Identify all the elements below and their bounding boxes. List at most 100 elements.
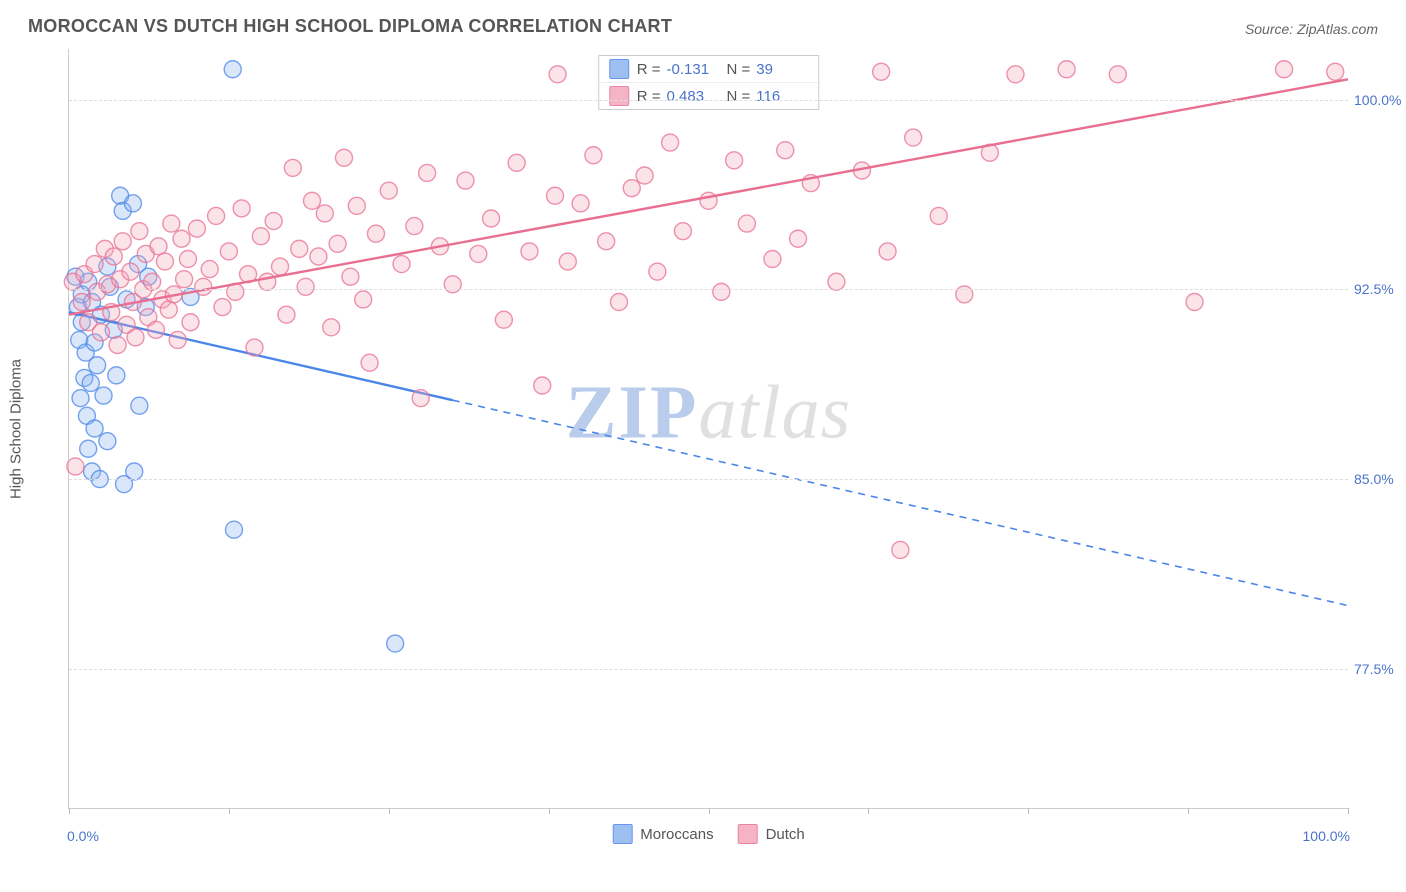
data-point-dutch [1058, 61, 1075, 78]
x-tick-mark [709, 808, 710, 814]
data-point-dutch [160, 301, 177, 318]
data-point-dutch [329, 235, 346, 252]
data-point-dutch [304, 192, 321, 209]
data-point-dutch [380, 182, 397, 199]
legend-stats-row-dutch: R = 0.483 N = 116 [599, 82, 819, 109]
data-point-dutch [521, 243, 538, 260]
data-point-dutch [1109, 66, 1126, 83]
data-point-dutch [495, 311, 512, 328]
data-point-dutch [610, 294, 627, 311]
data-point-dutch [534, 377, 551, 394]
data-point-dutch [662, 134, 679, 151]
swatch-dutch-icon [738, 824, 758, 844]
y-tick-label: 77.5% [1354, 661, 1406, 677]
data-point-moroccans [95, 387, 112, 404]
data-point-dutch [361, 354, 378, 371]
legend-label-moroccans: Moroccans [640, 826, 713, 843]
data-point-dutch [73, 294, 90, 311]
stat-label-n: N = [727, 88, 751, 105]
y-tick-label: 85.0% [1354, 471, 1406, 487]
data-point-dutch [585, 147, 602, 164]
data-point-dutch [214, 299, 231, 316]
data-point-dutch [828, 273, 845, 290]
stat-label-r: R = [637, 88, 661, 105]
x-tick-mark [1188, 808, 1189, 814]
data-point-dutch [316, 205, 333, 222]
data-point-dutch [173, 230, 190, 247]
data-point-dutch [156, 253, 173, 270]
data-point-dutch [114, 233, 131, 250]
data-point-dutch [220, 243, 237, 260]
y-tick-label: 100.0% [1354, 92, 1406, 108]
chart-title: MOROCCAN VS DUTCH HIGH SCHOOL DIPLOMA CO… [28, 16, 672, 37]
swatch-moroccans-icon [612, 824, 632, 844]
gridline [69, 669, 1348, 670]
data-point-dutch [246, 339, 263, 356]
chart-header: MOROCCAN VS DUTCH HIGH SCHOOL DIPLOMA CO… [0, 0, 1406, 43]
data-point-dutch [406, 218, 423, 235]
chart-source: Source: ZipAtlas.com [1245, 21, 1378, 37]
swatch-moroccans-icon [609, 59, 629, 79]
data-point-moroccans [225, 521, 242, 538]
data-point-moroccans [131, 397, 148, 414]
stat-label-n: N = [727, 61, 751, 78]
legend-stats-row-moroccans: R = -0.131 N = 39 [599, 56, 819, 82]
data-point-dutch [105, 248, 122, 265]
data-point-dutch [623, 180, 640, 197]
legend-stats: R = -0.131 N = 39 R = 0.483 N = 116 [598, 55, 820, 110]
data-point-dutch [1186, 294, 1203, 311]
data-point-dutch [348, 197, 365, 214]
stat-r-moroccans: -0.131 [667, 61, 719, 78]
data-point-dutch [92, 324, 109, 341]
data-point-moroccans [99, 433, 116, 450]
data-point-dutch [176, 271, 193, 288]
data-point-moroccans [82, 374, 99, 391]
legend-item-moroccans[interactable]: Moroccans [612, 824, 713, 844]
data-point-dutch [636, 167, 653, 184]
data-point-dutch [179, 250, 196, 267]
data-point-dutch [127, 329, 144, 346]
data-point-dutch [470, 245, 487, 262]
legend-series: Moroccans Dutch [612, 824, 805, 844]
data-point-dutch [182, 314, 199, 331]
data-point-dutch [278, 306, 295, 323]
plot-svg [69, 49, 1348, 808]
data-point-dutch [208, 207, 225, 224]
plot-area: ZIPatlas R = -0.131 N = 39 R = 0.483 N =… [68, 49, 1348, 809]
data-point-dutch [419, 164, 436, 181]
data-point-dutch [1327, 63, 1344, 80]
x-tick-mark [1348, 808, 1349, 814]
trend-line-dashed-moroccans [453, 400, 1348, 605]
data-point-dutch [873, 63, 890, 80]
data-point-dutch [549, 66, 566, 83]
x-tick-mark [868, 808, 869, 814]
data-point-moroccans [89, 357, 106, 374]
x-tick-mark [69, 808, 70, 814]
data-point-dutch [790, 230, 807, 247]
data-point-dutch [713, 283, 730, 300]
data-point-dutch [86, 256, 103, 273]
data-point-dutch [233, 200, 250, 217]
x-tick-mark [549, 808, 550, 814]
y-axis-label: High School Diploma [8, 359, 25, 499]
data-point-dutch [259, 273, 276, 290]
data-point-dutch [412, 390, 429, 407]
data-point-dutch [547, 187, 564, 204]
data-point-dutch [892, 541, 909, 558]
stat-r-dutch: 0.483 [667, 88, 719, 105]
data-point-dutch [367, 225, 384, 242]
data-point-dutch [674, 223, 691, 240]
x-tick-mark [1028, 808, 1029, 814]
data-point-dutch [144, 273, 161, 290]
stat-n-moroccans: 39 [756, 61, 808, 78]
data-point-dutch [67, 458, 84, 475]
y-tick-label: 92.5% [1354, 281, 1406, 297]
x-axis-max-label: 100.0% [1303, 828, 1350, 844]
data-point-moroccans [224, 61, 241, 78]
data-point-moroccans [126, 463, 143, 480]
data-point-dutch [131, 223, 148, 240]
data-point-dutch [150, 238, 167, 255]
data-point-dutch [109, 337, 126, 354]
legend-item-dutch[interactable]: Dutch [738, 824, 805, 844]
data-point-dutch [272, 258, 289, 275]
